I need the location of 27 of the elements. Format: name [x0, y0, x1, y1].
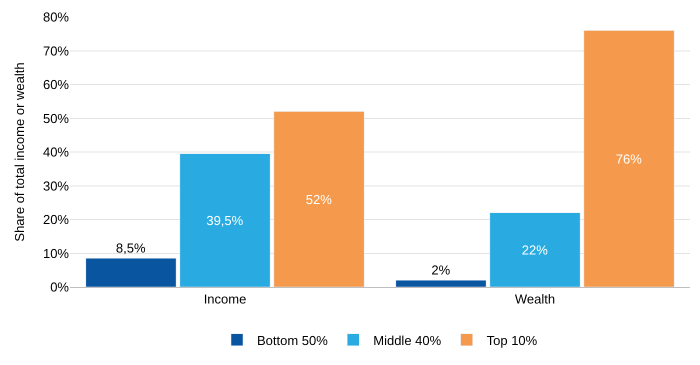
bar	[274, 111, 364, 287]
bar	[180, 153, 270, 287]
y-tick-label: 70%	[42, 43, 70, 58]
bar	[490, 212, 580, 287]
data-label: 76%	[616, 151, 642, 166]
data-label: 2%	[431, 262, 451, 278]
y-tick-label: 40%	[42, 144, 70, 160]
bar	[584, 30, 674, 287]
bar	[86, 258, 176, 287]
y-tick-label: 20%	[42, 212, 70, 228]
data-label: 52%	[306, 192, 332, 207]
y-tick-label: 10%	[42, 246, 70, 261]
legend-label: Bottom 50%	[257, 332, 328, 348]
legend-label: Top 10%	[486, 332, 538, 348]
x-tick-label: Income	[204, 292, 246, 307]
y-tick-label: 60%	[42, 77, 70, 92]
y-tick-label: 0%	[50, 280, 70, 295]
bar	[396, 280, 486, 287]
legend-label: Middle 40%	[373, 332, 442, 348]
data-label: 39,5%	[206, 212, 244, 228]
y-tick-label: 80%	[42, 10, 70, 25]
data-label: 22%	[522, 242, 548, 258]
y-axis-title: Share of total income or wealth	[12, 62, 27, 242]
x-tick-label: Wealth	[514, 292, 556, 307]
y-tick-label: 30%	[42, 178, 70, 194]
y-tick-label: 50%	[42, 110, 70, 126]
data-label: 8,5%	[116, 240, 146, 256]
